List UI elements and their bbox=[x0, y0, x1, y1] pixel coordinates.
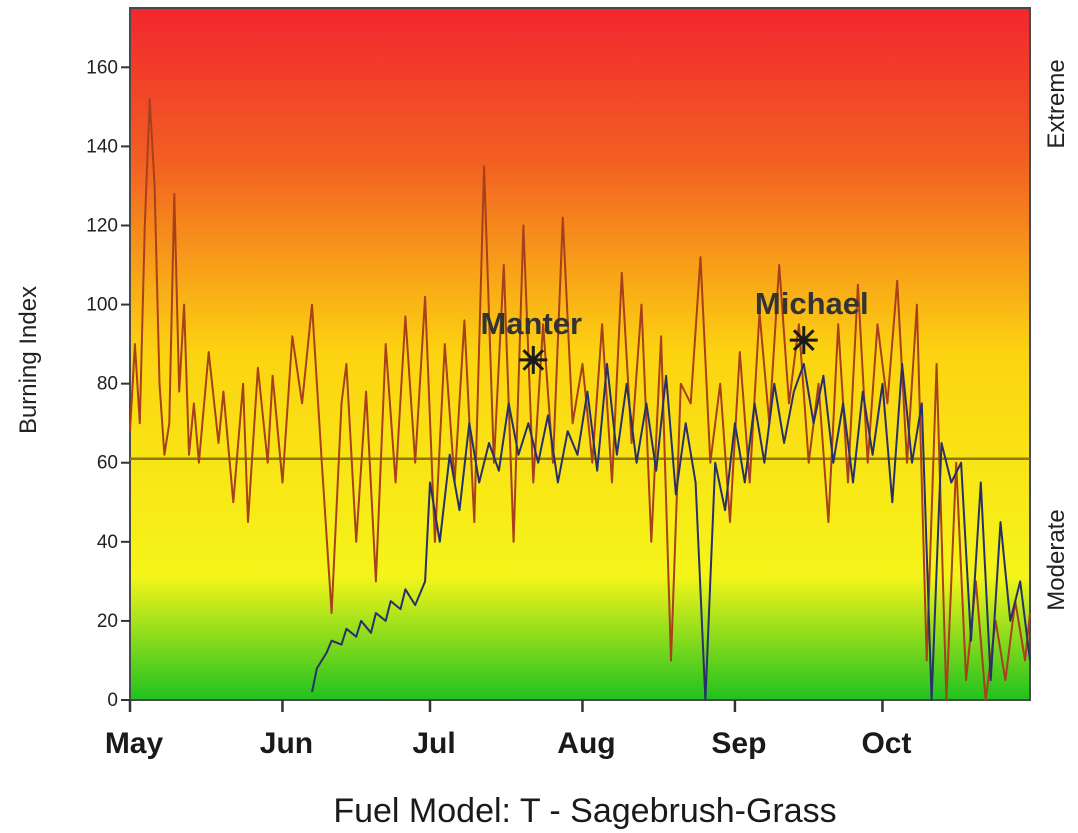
y-tick-label: 20 bbox=[97, 611, 118, 632]
annotation-label-1: Manter bbox=[480, 306, 582, 341]
x-tick-label: Sep bbox=[711, 727, 766, 760]
annotation-marker-1 bbox=[519, 345, 548, 374]
y-tick-label: 40 bbox=[97, 532, 118, 553]
x-tick-label: Jun bbox=[260, 727, 313, 760]
x-tick-label: Aug bbox=[557, 727, 615, 760]
y-tick-label: 160 bbox=[86, 57, 118, 78]
annotation-label-2: Michael bbox=[755, 286, 869, 321]
y-tick-label: 100 bbox=[86, 295, 118, 316]
x-tick-label: Oct bbox=[861, 727, 911, 760]
annotation-marker-2 bbox=[789, 326, 818, 355]
y-tick-label: 140 bbox=[86, 136, 118, 157]
series-line-2 bbox=[311, 362, 1031, 701]
x-tick-label: Jul bbox=[412, 727, 455, 760]
moderate-label: Moderate bbox=[1043, 509, 1070, 610]
y-tick-label: 120 bbox=[86, 215, 118, 236]
y-axis-title: Burning Index bbox=[15, 286, 42, 434]
y-tick-label: 60 bbox=[97, 453, 118, 474]
plot-background bbox=[129, 7, 1031, 701]
y-tick-label: 80 bbox=[97, 374, 118, 395]
fuel-model-caption: Fuel Model: T - Sagebrush-Grass bbox=[333, 792, 836, 830]
extreme-label: Extreme bbox=[1043, 59, 1070, 148]
y-tick-label: 0 bbox=[107, 690, 118, 711]
x-tick-label: May bbox=[105, 727, 164, 760]
